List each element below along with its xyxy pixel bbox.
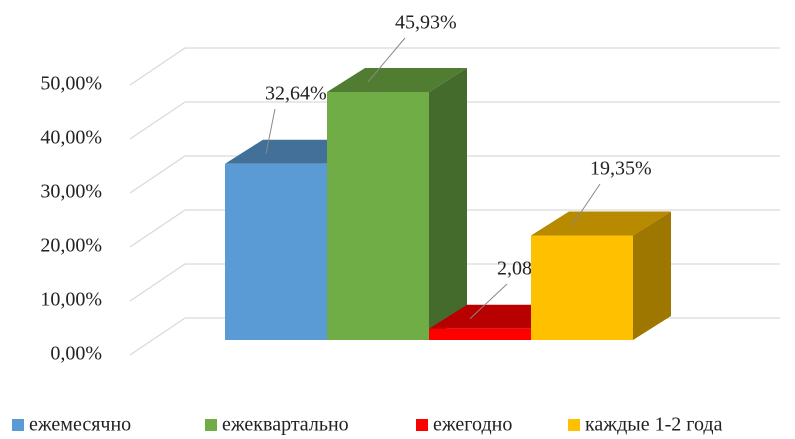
grid-line <box>129 209 780 248</box>
data-label: 19,35% <box>590 158 652 180</box>
leader-line <box>367 37 406 83</box>
grid-line <box>129 47 780 86</box>
y-tick-label: 40,00% <box>40 127 102 149</box>
bar <box>531 211 671 340</box>
legend-label: ежемесячно <box>29 414 131 436</box>
grid-line <box>129 101 780 140</box>
legend-swatch <box>416 419 428 431</box>
y-tick-label: 50,00% <box>40 73 102 95</box>
grid-line <box>129 155 780 194</box>
leader-line <box>265 108 276 154</box>
bar-front <box>327 91 429 340</box>
data-label: 32,64% <box>265 83 327 105</box>
y-tick-label: 30,00% <box>40 181 102 203</box>
data-label: 45,93% <box>395 12 457 34</box>
y-tick-label: 0,00% <box>50 343 102 365</box>
y-tick-label: 10,00% <box>40 289 102 311</box>
bar-front <box>429 328 531 340</box>
legend-label: каждые 1-2 года <box>585 414 723 436</box>
legend-swatch <box>205 419 217 431</box>
legend-swatch <box>568 419 580 431</box>
legend-swatch <box>12 419 24 431</box>
bar-side <box>429 67 467 340</box>
bar-top <box>327 67 467 92</box>
bar-front <box>225 163 327 340</box>
y-tick-label: 20,00% <box>40 235 102 257</box>
bar-side <box>633 211 671 340</box>
legend-label: ежеквартально <box>222 414 349 436</box>
legend-label: ежегодно <box>433 414 512 436</box>
bar <box>327 67 467 340</box>
leader-line <box>571 183 601 226</box>
leader-line <box>469 283 508 320</box>
bar-front <box>531 235 633 340</box>
bar-top <box>531 211 671 236</box>
